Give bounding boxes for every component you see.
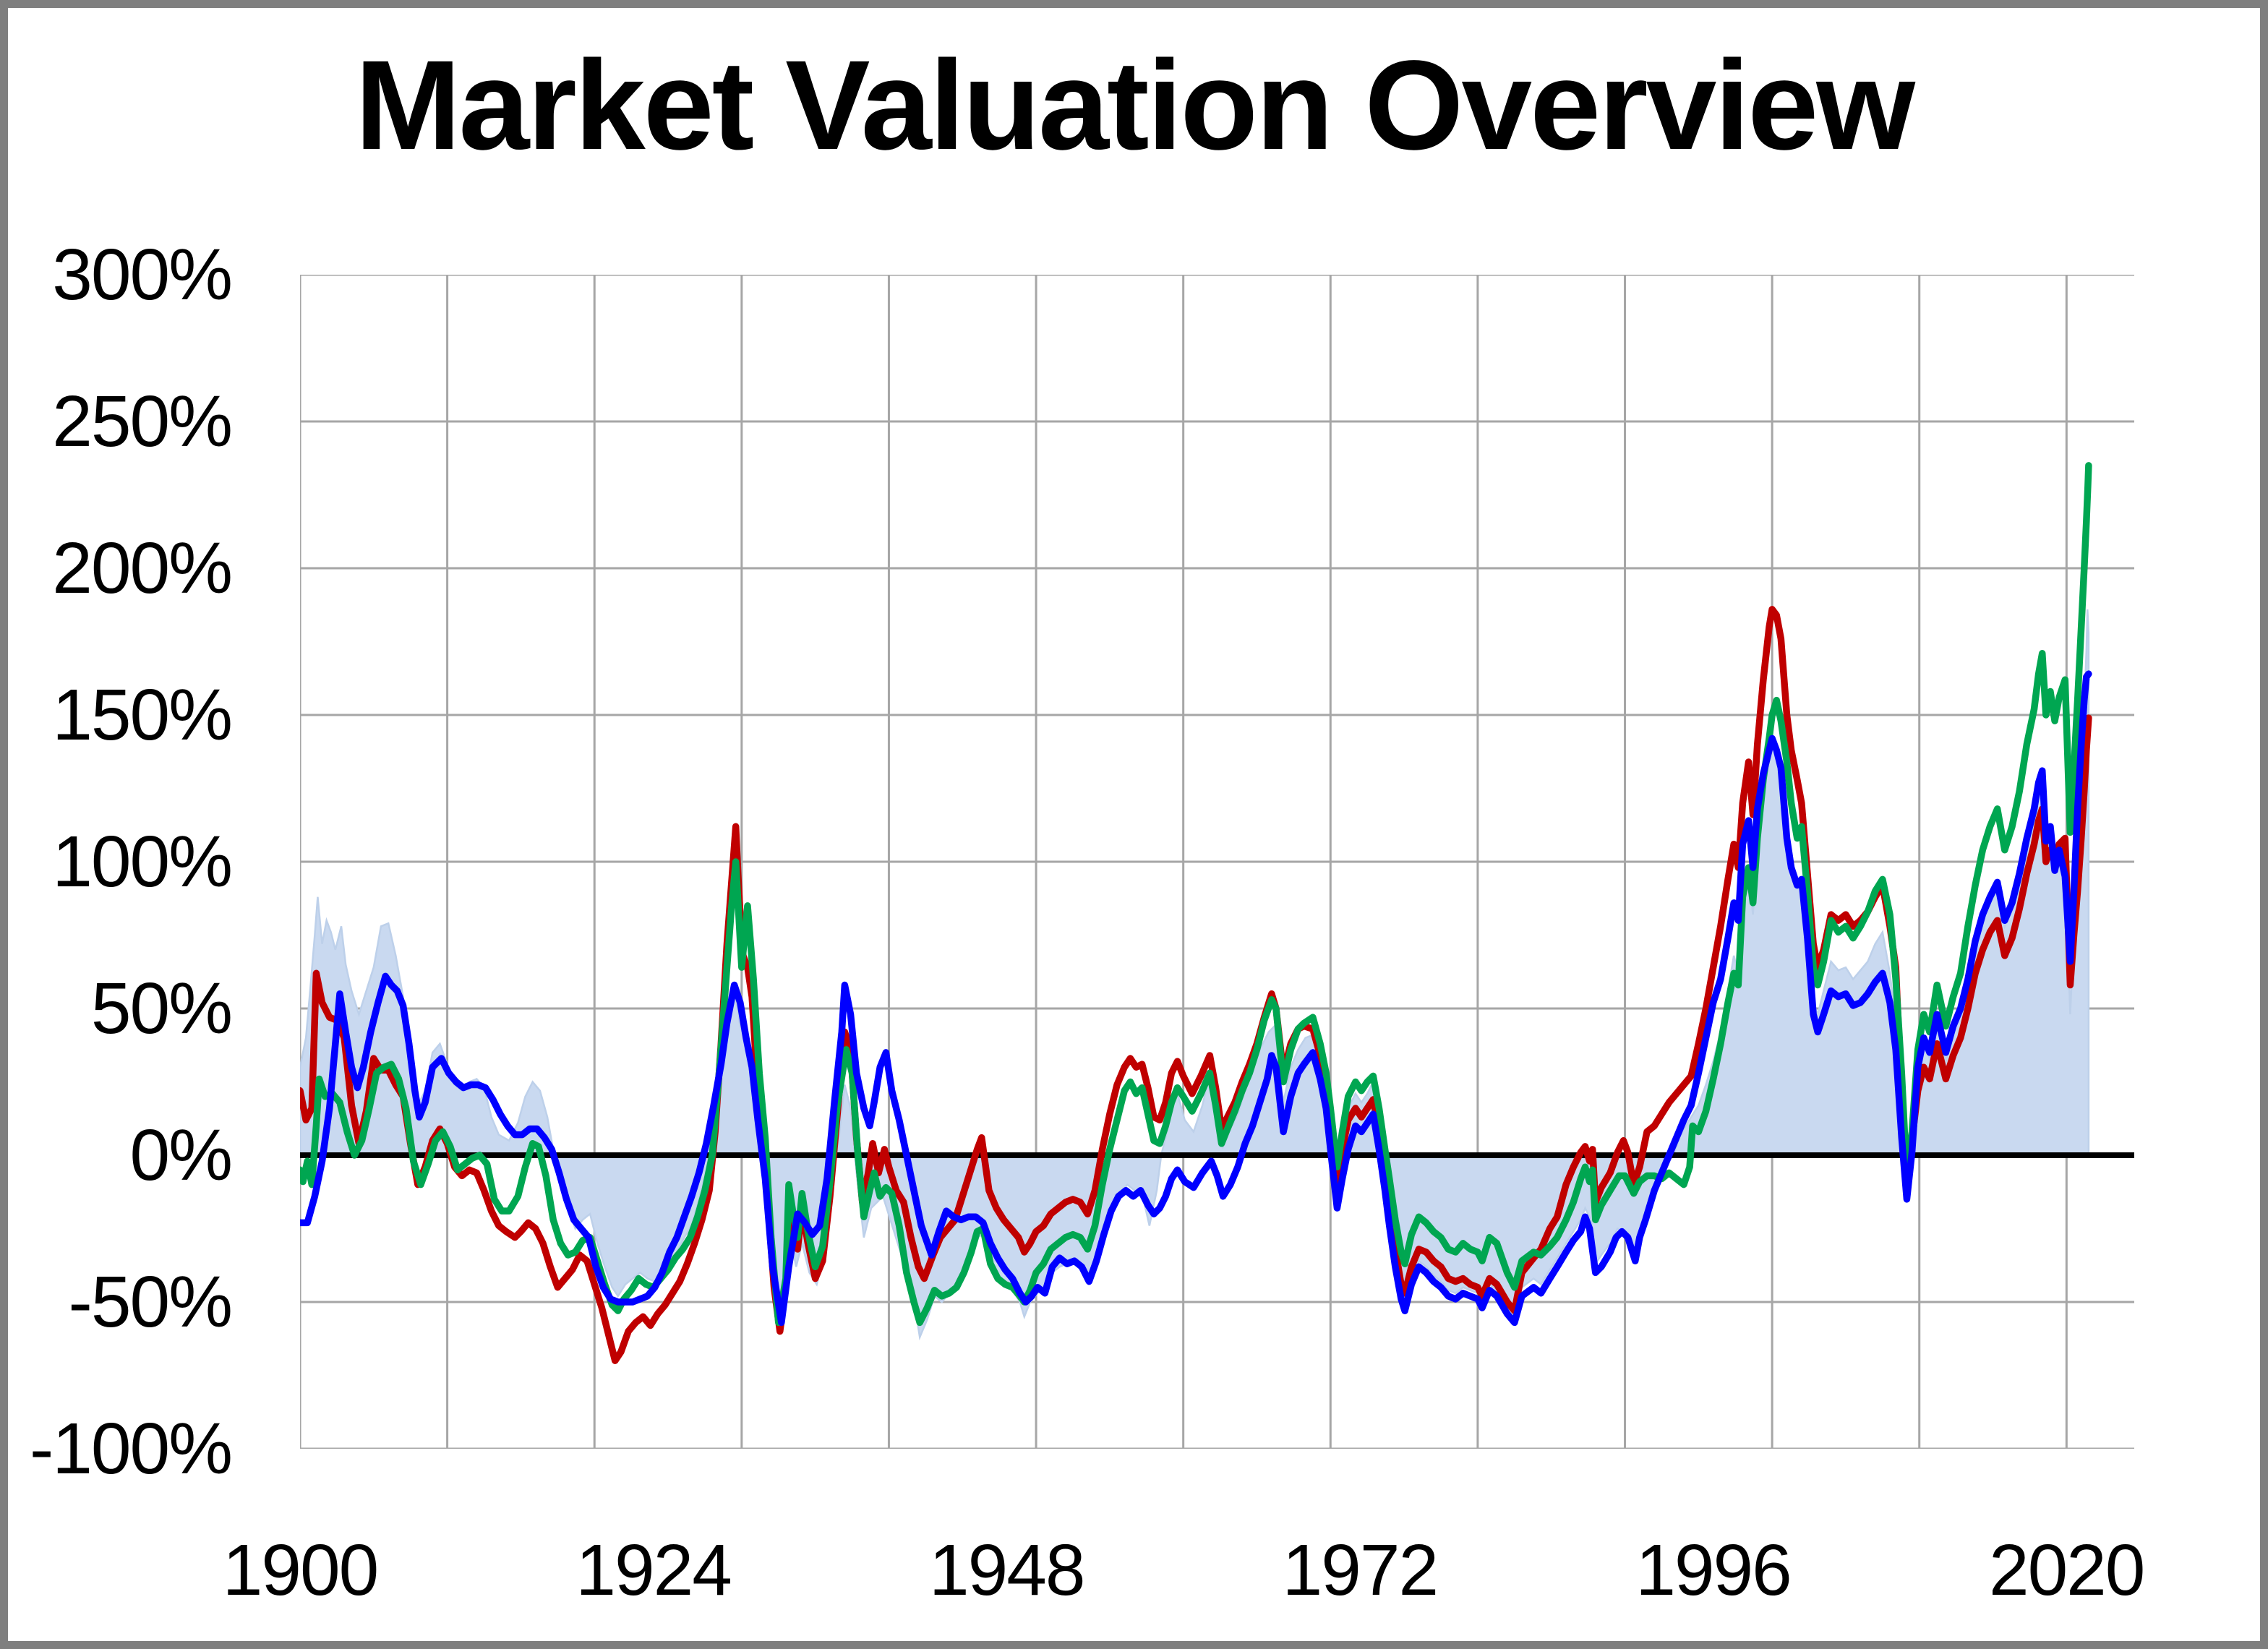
x-axis-tick: 1948 xyxy=(929,1530,1085,1611)
y-axis-tick: -50% xyxy=(68,1262,233,1342)
x-axis-tick: 2020 xyxy=(1988,1530,2145,1611)
y-axis-tick: 200% xyxy=(52,528,233,609)
y-axis-tick: 0% xyxy=(129,1115,233,1196)
blue-valuation-line xyxy=(300,674,2089,1322)
green-valuation-line xyxy=(300,466,2089,1323)
chart-title: Market Valuation Overview xyxy=(354,35,1915,176)
y-axis-tick: 250% xyxy=(52,381,233,462)
x-axis-tick: 1972 xyxy=(1282,1530,1439,1611)
plot-area xyxy=(300,275,2134,1449)
y-axis-tick: 100% xyxy=(52,821,233,902)
y-axis-tick: 300% xyxy=(52,234,233,315)
y-axis-tick: -100% xyxy=(29,1408,233,1489)
x-axis-tick: 1996 xyxy=(1635,1530,1792,1611)
x-axis-tick: 1900 xyxy=(222,1530,379,1611)
y-axis-tick: 150% xyxy=(52,674,233,755)
x-axis-tick: 1924 xyxy=(575,1530,732,1611)
y-axis-tick: 50% xyxy=(90,968,233,1049)
